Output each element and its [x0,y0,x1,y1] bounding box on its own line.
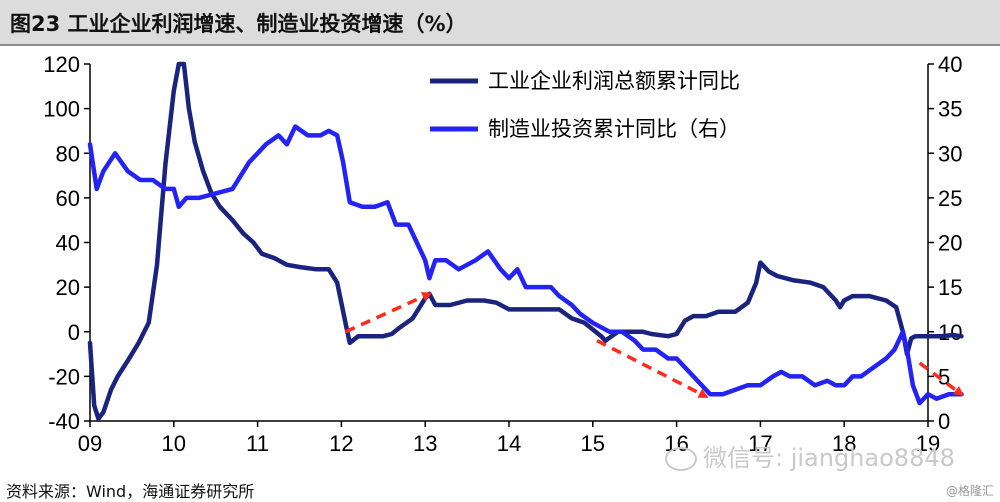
y-right-tick-label: 10 [938,320,962,345]
y-left-tick-label: 60 [56,186,80,211]
y-left-tick-label: 120 [43,52,80,77]
y-right-tick-label: 35 [938,97,962,122]
y-left-tick-label: -40 [48,409,80,434]
y-left-tick-label: 40 [56,231,80,256]
x-tick-label: 17 [748,431,772,456]
x-tick-label: 15 [581,431,605,456]
y-right-tick-label: 25 [938,186,962,211]
chart-title: 图23 工业企业利润增速、制造业投资增速（%） [10,12,467,36]
annotation-layer [344,292,964,399]
x-tick-label: 10 [162,431,186,456]
y-left-tick-label: 0 [68,320,80,345]
title-divider [0,44,1000,46]
x-tick-label: 14 [497,431,521,456]
y-right-tick-label: 15 [938,275,962,300]
y-right-tick-label: 30 [938,141,962,166]
y-right-tick-label: 0 [938,409,950,434]
watermark: 微信号: jianghao8848 [665,438,955,473]
trend-arrow [344,292,433,334]
y-right-tick-label: 20 [938,231,962,256]
y-left-tick-label: 100 [43,97,80,122]
series-line-profit [87,61,964,422]
legend: 工业企业利润总额累计同比 制造业投资累计同比（右） [430,69,740,141]
y-left-tick-label: 80 [56,141,80,166]
y-left-tick-label: -20 [48,364,80,389]
legend-label-profit: 工业企业利润总额累计同比 [488,69,740,93]
trend-arrow [596,339,709,399]
corner-mark: @格隆汇 [945,484,994,498]
watermark-text: 微信号: jianghao8848 [703,444,955,472]
x-tick-label: 19 [916,431,940,456]
x-tick-label: 12 [329,431,353,456]
x-tick-label: 09 [78,431,102,456]
y-left-tick-label: 20 [56,275,80,300]
source-note: 资料来源：Wind，海通证券研究所 [6,482,255,501]
x-tick-label: 11 [246,431,269,456]
series-line-investment [87,124,964,406]
series-layer [87,61,964,422]
x-tick-label: 18 [832,431,856,456]
legend-label-investment: 制造业投资累计同比（右） [488,117,740,141]
wechat-icon [665,447,697,471]
y-right-tick-label: 40 [938,52,962,77]
x-tick-label: 13 [413,431,437,456]
title-bar: 图23 工业企业利润增速、制造业投资增速（%） [0,0,1000,44]
trend-arrow [918,361,964,397]
